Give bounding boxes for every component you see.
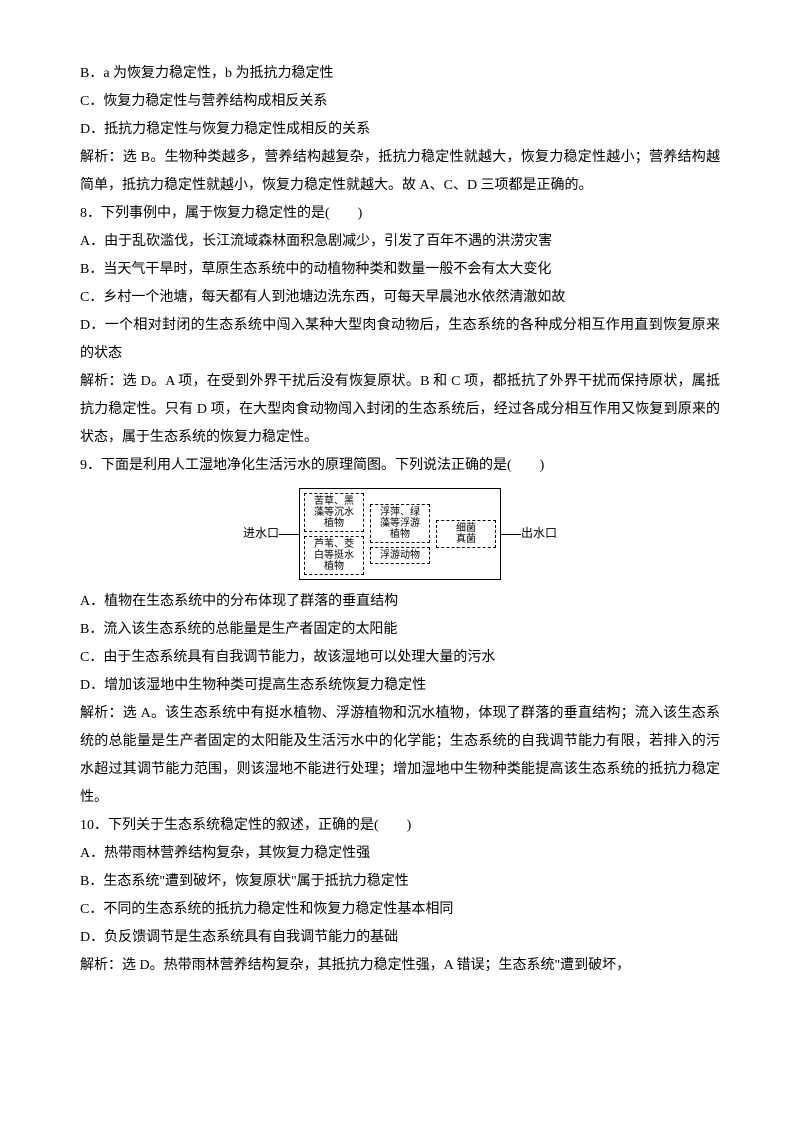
q10-option-b: B．生态系统"遭到破坏，恢复原状"属于抵抗力稳定性: [80, 868, 720, 896]
analysis-10: 解析：选 D。热带雨林营养结构复杂，其抵抗力稳定性强，A 错误；生态系统"遭到破…: [80, 952, 720, 980]
analysis-8: 解析：选 D。A 项，在受到外界干扰后没有恢复原状。B 和 C 项，都抵抗了外界…: [80, 368, 720, 452]
question-10: 10．下列关于生态系统稳定性的叙述，正确的是( ): [80, 812, 720, 840]
q8-option-a: A．由于乱砍滥伐，长江流域森林面积急剧减少，引发了百年不遇的洪涝灾害: [80, 228, 720, 256]
question-9: 9．下面是利用人工湿地净化生活污水的原理简图。下列说法正确的是( ): [80, 452, 720, 480]
q9-option-d: D．增加该湿地中生物种类可提高生态系统恢复力稳定性: [80, 672, 720, 700]
q10-option-a: A．热带雨林营养结构复杂，其恢复力稳定性强: [80, 840, 720, 868]
inlet-label: 进水口: [243, 527, 279, 540]
q8-option-d: D．一个相对封闭的生态系统中闯入某种大型肉食动物后，生态系统的各种成分相互作用直…: [80, 312, 720, 368]
outlet-line: [501, 534, 521, 535]
outlet-label: 出水口: [521, 527, 557, 540]
option-d: D．抵抗力稳定性与恢复力稳定性成相反的关系: [80, 116, 720, 144]
inlet-line: [279, 534, 299, 535]
question-8: 8．下列事例中，属于恢复力稳定性的是( ): [80, 200, 720, 228]
cell-emergent-plants: 芦苇、茭白等挺水植物: [304, 536, 364, 575]
cell-zooplankton: 浮游动物: [370, 547, 430, 564]
analysis-7: 解析：选 B。生物种类越多，营养结构越复杂，抵抗力稳定性就越大，恢复力稳定性越小…: [80, 144, 720, 200]
q9-option-b: B．流入该生态系统的总能量是生产者固定的太阳能: [80, 616, 720, 644]
cell-floating-plants: 浮萍、绿藻等浮游植物: [370, 504, 430, 543]
diagram-box: 苦草、黑藻等沉水植物 芦苇、茭白等挺水植物 浮萍、绿藻等浮游植物 浮游动物 细菌…: [299, 488, 501, 580]
cell-bacteria-fungi: 细菌真菌: [436, 520, 496, 548]
q8-option-c: C．乡村一个池塘，每天都有人到池塘边洗东西，可每天早晨池水依然清澈如故: [80, 284, 720, 312]
analysis-9: 解析：选 A。该生态系统中有挺水植物、浮游植物和沉水植物，体现了群落的垂直结构；…: [80, 700, 720, 812]
q9-option-c: C．由于生态系统具有自我调节能力，故该湿地可以处理大量的污水: [80, 644, 720, 672]
option-b: B．a 为恢复力稳定性，b 为抵抗力稳定性: [80, 60, 720, 88]
q9-option-a: A．植物在生态系统中的分布体现了群落的垂直结构: [80, 588, 720, 616]
q8-option-b: B．当天气干旱时，草原生态系统中的动植物种类和数量一般不会有太大变化: [80, 256, 720, 284]
q10-option-c: C．不同的生态系统的抵抗力稳定性和恢复力稳定性基本相同: [80, 896, 720, 924]
cell-submerged-plants: 苦草、黑藻等沉水植物: [304, 493, 364, 532]
option-c: C．恢复力稳定性与营养结构成相反关系: [80, 88, 720, 116]
wetland-diagram: 进水口 苦草、黑藻等沉水植物 芦苇、茭白等挺水植物 浮萍、绿藻等浮游植物 浮游动…: [80, 488, 720, 580]
q10-option-d: D．负反馈调节是生态系统具有自我调节能力的基础: [80, 924, 720, 952]
